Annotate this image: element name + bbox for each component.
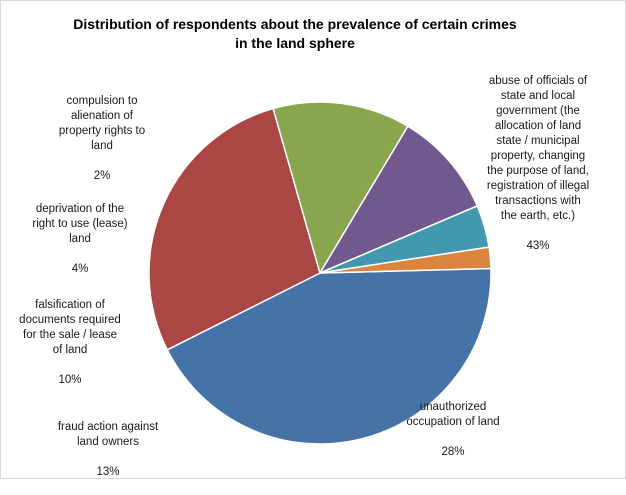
slice-label-unauthorized-occupation: unauthorized occupation of land 28% bbox=[393, 385, 513, 475]
slice-label-text: fraud action against land owners bbox=[57, 421, 159, 448]
pie-slice-fraud-action bbox=[272, 101, 409, 275]
slice-label-falsification: falsification of documents required for … bbox=[5, 283, 135, 403]
slice-percent: 2% bbox=[93, 170, 111, 182]
pie-slice-abuse-of-officials bbox=[166, 267, 492, 445]
slice-percent: 28% bbox=[441, 446, 465, 458]
pie-slice-falsification bbox=[318, 125, 479, 275]
slice-label-text: falsification of documents required for … bbox=[19, 299, 121, 356]
slice-label-compulsion: compulsion to alienation of property rig… bbox=[37, 79, 167, 199]
chart-title: Distribution of respondents about the pr… bbox=[73, 16, 517, 51]
pie-chart bbox=[148, 101, 492, 445]
pie-slice-compulsion bbox=[319, 246, 492, 274]
slice-percent: 43% bbox=[526, 240, 550, 252]
slice-label-text: abuse of officials of state and local go… bbox=[486, 75, 590, 222]
slice-label-text: compulsion to alienation of property rig… bbox=[58, 95, 146, 152]
slice-percent: 4% bbox=[71, 263, 89, 275]
slice-label-deprivation: deprivation of the right to use (lease) … bbox=[15, 187, 145, 292]
pie-slice-unauthorized-occupation bbox=[148, 107, 321, 351]
slice-label-text: deprivation of the right to use (lease) … bbox=[32, 203, 128, 245]
chart-area: Distribution of respondents about the pr… bbox=[0, 0, 626, 479]
slice-label-text: unauthorized occupation of land bbox=[406, 401, 500, 428]
slice-percent: 10% bbox=[58, 374, 82, 386]
slice-percent: 13% bbox=[96, 466, 120, 478]
slice-label-fraud-action: fraud action against land owners 13% bbox=[33, 405, 183, 495]
slice-label-abuse-of-officials: abuse of officials of state and local go… bbox=[453, 59, 623, 269]
